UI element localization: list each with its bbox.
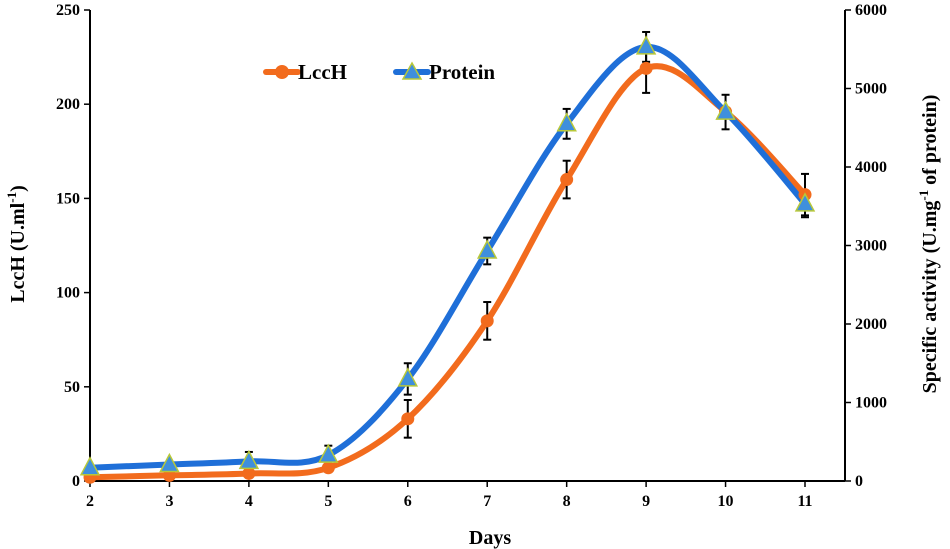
y-right-title-main: Specific activity (U.mg [919,201,941,394]
y-left-tick-label: 200 [56,96,80,113]
protein-point [397,367,419,387]
tick-labels: 2 3 4 5 6 7 8 9 10 11 0 50 100 150 200 250 0 1000 2000 3000… [56,2,887,510]
y-left-title-end: ) [7,185,29,192]
y-right-tick-label: 3000 [855,238,887,255]
legend-protein-marker [401,61,423,80]
y-left-tick-label: 250 [56,2,80,19]
protein-point [556,112,577,132]
protein-point [79,456,101,476]
series-lines [87,43,808,481]
lcch-point [480,314,494,328]
x-tick-label: 8 [563,493,571,510]
y-right-axis-title: Specific activity (U.mg-1 of protein) [916,95,941,394]
protein-point [794,192,816,212]
lcch-point [242,466,256,480]
y-right-tick-label: 5000 [855,81,887,98]
x-tick-label: 5 [324,493,332,510]
x-tick-label: 10 [718,493,734,510]
y-left-tick-label: 0 [72,473,80,490]
series-markers [79,35,816,484]
y-left-tick-label: 150 [56,190,80,207]
y-left-title-main: LccH (U.ml [7,202,29,302]
lcch-point [321,461,335,475]
lcch-point [639,61,653,75]
legend-lcch-label: LccH [298,60,347,84]
lcch-point [560,173,574,187]
lcch-point [401,412,415,426]
y-right-tick-label: 6000 [855,2,887,19]
y-left-axis-title: LccH (U.ml-1) [4,185,29,303]
protein-point [476,239,498,259]
legend-protein-label: Protein [429,60,495,84]
x-tick-label: 9 [642,493,650,510]
protein-series-line [87,43,808,471]
protein-point [238,449,260,470]
x-tick-label: 2 [86,493,94,510]
protein-point [159,452,180,473]
x-tick-label: 4 [245,493,253,510]
y-left-tick-label: 100 [56,285,80,302]
y-left-title-sup: -1 [4,192,19,203]
x-tick-label: 11 [797,493,812,510]
x-axis-title: Days [469,527,511,549]
legend: LccH Protein [263,60,495,84]
x-tick-label: 3 [165,493,173,510]
protein-point [635,35,657,55]
y-right-tick-label: 1000 [855,395,887,412]
y-right-tick-label: 2000 [855,316,887,333]
axes [84,9,851,487]
legend-lcch-marker [275,65,289,79]
lcch-series-line [87,63,808,481]
y-right-title-sup: -1 [916,190,931,201]
x-tick-label: 6 [404,493,412,510]
y-right-tick-label: 0 [855,473,863,490]
y-right-title-end: of protein) [919,95,941,190]
y-right-tick-label: 4000 [855,159,887,176]
protein-point [715,100,736,120]
x-tick-label: 7 [483,493,491,510]
protein-point [318,443,339,463]
y-left-tick-label: 50 [64,379,80,396]
